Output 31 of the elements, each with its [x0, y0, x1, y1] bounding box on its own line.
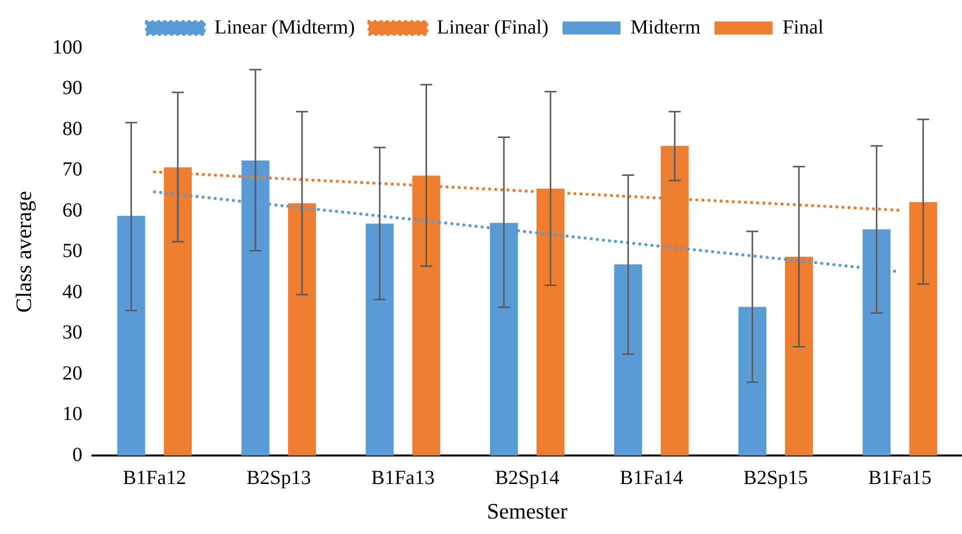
y-tick-label: 30 — [62, 322, 82, 344]
bar — [738, 306, 766, 456]
x-tick-label: B1Fa12 — [122, 466, 186, 489]
x-tick-label: B1Fa15 — [868, 466, 932, 489]
y-tick-label: 70 — [62, 158, 82, 181]
y-tick-label: 60 — [62, 199, 82, 222]
y-tick-label: 20 — [62, 362, 82, 384]
legend-label: Midterm — [630, 16, 701, 38]
bar — [909, 202, 938, 456]
x-tick-label: B1Fa13 — [371, 466, 435, 489]
bar — [614, 264, 642, 456]
bar — [784, 256, 813, 456]
y-tick-label: 50 — [62, 240, 82, 262]
y-tick-label: 100 — [52, 36, 82, 58]
bar — [288, 203, 316, 456]
x-tick-label: B2Sp13 — [246, 466, 311, 489]
x-tick-label: B2Sp15 — [743, 466, 808, 489]
y-tick-label: 10 — [62, 403, 82, 426]
legend-label: Linear (Final) — [436, 16, 549, 38]
y-tick-label: 40 — [62, 280, 82, 303]
x-axis-title: Semester — [486, 498, 568, 524]
legend-label: Linear (Midterm) — [214, 16, 355, 38]
x-tick-label: B1Fa14 — [620, 466, 684, 489]
bar — [117, 216, 146, 456]
y-tick-label: 80 — [62, 118, 82, 140]
y-axis-title: Class average — [10, 191, 36, 313]
bar — [366, 224, 394, 456]
x-tick-label: B2Sp14 — [494, 466, 560, 489]
y-tick-label: 90 — [62, 77, 82, 100]
y-tick-label: 0 — [72, 444, 82, 466]
legend-label: Final — [782, 16, 824, 38]
